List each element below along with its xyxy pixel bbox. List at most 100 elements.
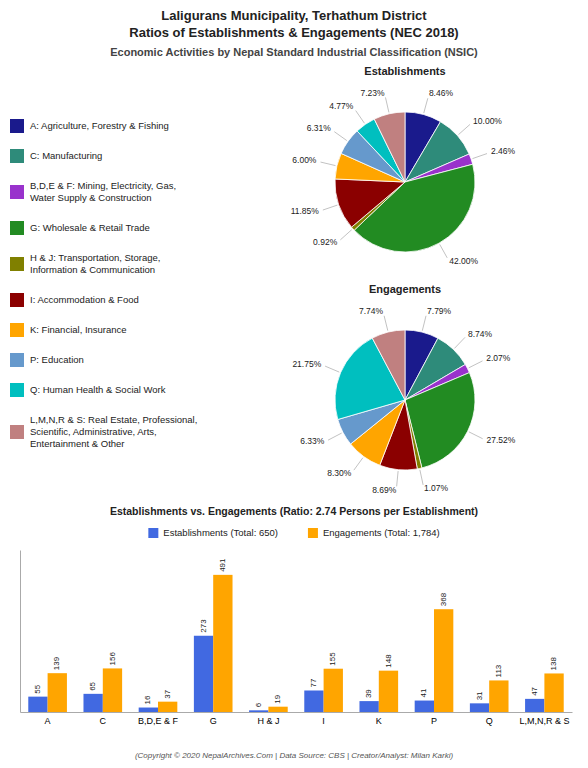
legend-swatch	[10, 293, 24, 307]
legend-item: A: Agriculture, Forestry & Fishing	[10, 119, 169, 133]
leader-line	[385, 97, 388, 112]
bar	[83, 694, 102, 712]
x-tick-label: K	[376, 716, 382, 726]
slice-label: 1.07%	[424, 483, 449, 493]
slice-label: 42.00%	[449, 256, 478, 266]
leader-line	[424, 98, 428, 113]
data-label: 77	[309, 678, 318, 687]
chart-canvas: Laligurans Municipality, Terhathum Distr…	[0, 0, 588, 768]
slices: 7.79%8.74%2.07%27.52%1.07%8.69%8.30%6.33…	[292, 306, 515, 495]
slice-label: 11.85%	[291, 206, 320, 216]
x-tick: L,M,N,R & S	[519, 712, 569, 726]
text-line: P: Education	[30, 354, 84, 365]
bar	[268, 707, 287, 712]
legend-label: Engagements (Total: 1,784)	[323, 527, 440, 538]
legend-label: B,D,E & F: Mining, Electricity, Gas,Wate…	[30, 180, 176, 203]
data-label: 491	[218, 558, 227, 572]
legend-swatch	[10, 323, 24, 337]
y-axis-line	[20, 551, 21, 713]
bar	[359, 701, 378, 712]
legend-swatch	[10, 149, 24, 163]
legend-label: Establishments (Total: 650)	[163, 527, 278, 538]
legend-swatch	[308, 528, 318, 538]
slices: 8.46%10.00%2.46%42.00%0.92%11.85%6.00%6.…	[291, 88, 516, 266]
legend-item: L,M,N,R & S: Real Estate, Professional,S…	[10, 414, 197, 449]
data-label: 65	[88, 681, 97, 690]
slice-label: 8.46%	[429, 88, 454, 98]
text-line: G: Wholesale & Retail Trade	[30, 222, 150, 233]
data-label: 55	[33, 684, 42, 693]
slice-label: 6.33%	[300, 436, 325, 446]
data-label: 19	[273, 694, 282, 703]
slice-label: 6.31%	[307, 123, 332, 133]
leader-line	[321, 162, 336, 166]
data-label: 6	[254, 702, 263, 707]
pie-title: Engagements	[369, 283, 441, 295]
bar	[434, 609, 453, 712]
text-line: C: Manufacturing	[30, 150, 102, 161]
x-tick: Q	[486, 712, 493, 726]
pie-slice	[374, 112, 405, 182]
legend-item: Engagements (Total: 1,784)	[308, 527, 440, 538]
legend-swatch	[148, 528, 158, 538]
x-tick: K	[376, 712, 382, 726]
bar	[525, 699, 544, 712]
x-tick-label: G	[210, 716, 217, 726]
data-label: 31	[475, 691, 484, 700]
legend-item: H & J: Transportation, Storage,Informati…	[10, 252, 160, 275]
slice-label: 21.75%	[292, 359, 321, 369]
legend-item: G: Wholesale & Retail Trade	[10, 221, 150, 235]
slice-label: 7.74%	[359, 306, 384, 316]
data-label: 138	[549, 657, 558, 671]
slice-label: 2.07%	[486, 353, 511, 363]
legend-swatch	[10, 119, 24, 133]
leader-line	[328, 433, 342, 440]
x-tick: P	[431, 712, 437, 726]
legend-label: H & J: Transportation, Storage,Informati…	[30, 252, 160, 275]
leader-line	[397, 471, 398, 486]
text-line: Scientific, Administrative, Arts,	[30, 426, 157, 437]
x-tick-label: B,D,E & F	[138, 716, 179, 726]
leader-line	[469, 432, 483, 439]
legend-label: L,M,N,R & S: Real Estate, Professional,S…	[30, 414, 197, 449]
data-label: 16	[143, 695, 152, 704]
legend-item: C: Manufacturing	[10, 149, 102, 163]
legend-swatch	[10, 221, 24, 235]
data-label: 155	[328, 652, 337, 666]
x-tick: G	[210, 712, 217, 726]
text-line: I: Accommodation & Food	[30, 294, 139, 305]
legend-swatch	[10, 425, 24, 439]
leader-line	[469, 361, 483, 368]
subtitle: Economic Activities by Nepal Standard In…	[110, 46, 478, 58]
bar	[48, 673, 67, 712]
slice-label: 8.69%	[372, 485, 397, 495]
pie-chart: Establishments8.46%10.00%2.46%42.00%0.92…	[291, 65, 516, 266]
leader-line	[458, 124, 470, 134]
bar-chart: Establishments vs. Engagements (Ratio: 2…	[21, 505, 573, 726]
legend-swatch	[10, 353, 24, 367]
data-label: 148	[384, 654, 393, 668]
title: Laligurans Municipality, Terhathum Distr…	[129, 8, 458, 40]
x-tick-label: H & J	[257, 716, 279, 726]
bar-legend: Establishments (Total: 650) Engagements (…	[148, 527, 439, 538]
data-label: 37	[163, 689, 172, 698]
leader-line	[454, 337, 465, 348]
slice-label: 6.00%	[292, 155, 317, 165]
legend-item: I: Accommodation & Food	[10, 293, 139, 307]
data-label: 273	[199, 619, 208, 633]
text-line: Information & Communication	[30, 264, 155, 275]
x-tick: I	[322, 712, 325, 726]
leader-line	[384, 316, 388, 331]
slice-label: 8.30%	[327, 468, 352, 478]
leader-line	[422, 316, 426, 331]
pie-chart: Engagements7.79%8.74%2.07%27.52%1.07%8.6…	[292, 283, 515, 495]
bar	[158, 702, 177, 712]
slice-label: 10.00%	[473, 116, 502, 126]
text-line: H & J: Transportation, Storage,	[30, 252, 160, 263]
data-label: 368	[439, 592, 448, 606]
leader-line	[356, 111, 365, 124]
x-tick-label: I	[322, 716, 325, 726]
text-line: L,M,N,R & S: Real Estate, Professional,	[30, 414, 197, 425]
legend-label: I: Accommodation & Food	[30, 294, 139, 305]
data-label: 47	[530, 686, 539, 695]
